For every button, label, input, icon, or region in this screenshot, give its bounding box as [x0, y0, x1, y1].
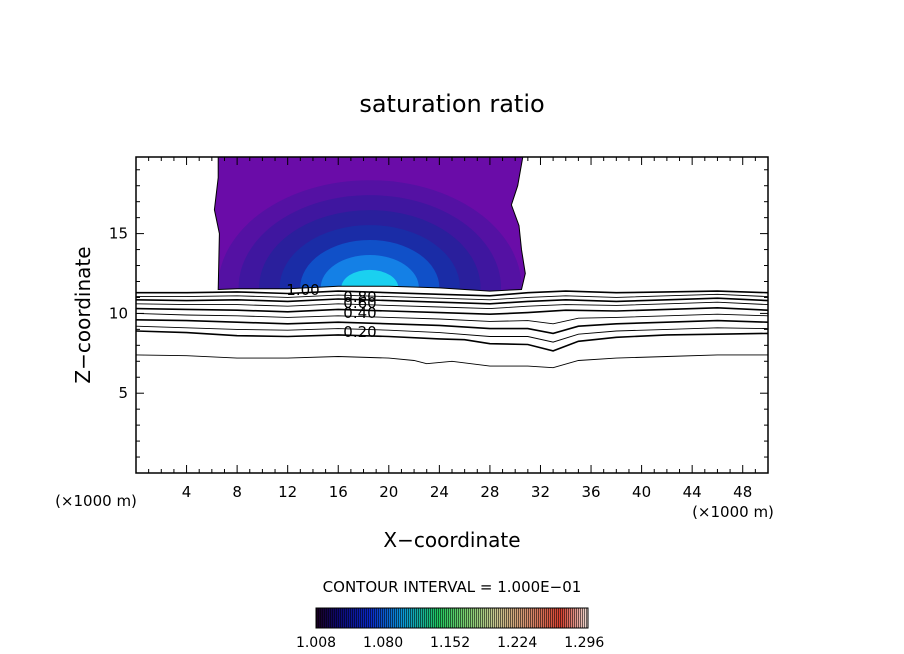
- contour-line-1: [136, 290, 768, 297]
- colorbar-tick-label: 1.152: [430, 635, 470, 651]
- colorbar-stripes: [316, 608, 588, 628]
- chart-title: saturation ratio: [359, 90, 544, 118]
- colorbar-tick-label: 1.080: [363, 635, 403, 651]
- saturated-region-outline: [213, 157, 526, 292]
- x-tick-label: 12: [278, 483, 297, 501]
- contour-line-0-8: [136, 297, 768, 305]
- contour-labels: 1.00 0.800.600.400.20: [286, 281, 376, 341]
- y-axis-ticks: 5 10 15: [109, 169, 768, 458]
- x-tick-label: 20: [379, 483, 398, 501]
- y-tick-label: 15: [109, 225, 128, 243]
- saturated-region: [213, 157, 526, 292]
- contour-line-0-9: [136, 293, 768, 301]
- contour-label: 0.20: [343, 323, 376, 341]
- contour-line-0-6: [136, 306, 768, 316]
- colorbar-frame: [315, 607, 589, 629]
- colorbar-tick-label: 1.296: [564, 635, 604, 651]
- x-tick-label: 40: [632, 483, 651, 501]
- contour-line-0-4: [136, 319, 768, 335]
- contour-line-0-5: [136, 312, 768, 325]
- colorbar-tick-label: 1.224: [497, 635, 537, 651]
- x-tick-label: 32: [531, 483, 550, 501]
- contour-line-0-3: [136, 325, 768, 343]
- y-axis-label: Z−coordinate: [71, 246, 95, 383]
- contour-label: 1.00: [286, 281, 319, 299]
- x-unit-label: (×1000 m): [55, 492, 137, 510]
- x-tick-label: 4: [182, 483, 192, 501]
- contour-label: 0.40: [343, 304, 376, 322]
- x-tick-label: 44: [683, 483, 702, 501]
- contour-line-0-2: [136, 330, 768, 352]
- contour-label: 0.60: [343, 294, 376, 312]
- contour-interval-label: CONTOUR INTERVAL = 1.000E−01: [323, 578, 582, 596]
- y-tick-label: 10: [109, 304, 128, 322]
- contour-label: 0.80: [343, 288, 376, 306]
- y-tick-label: 5: [118, 384, 128, 402]
- x-axis-label: X−coordinate: [383, 528, 520, 552]
- x-tick-label: 24: [430, 483, 449, 501]
- contour-line-0-7: [136, 301, 768, 310]
- contour-line-0-1: [136, 354, 768, 369]
- contour-lines: [136, 290, 768, 369]
- x-tick-label: 48: [733, 483, 752, 501]
- x-tick-label: 28: [480, 483, 499, 501]
- colorbar: [315, 607, 589, 629]
- colorbar-tick-label: 1.008: [296, 635, 336, 651]
- x-tick-label: 16: [329, 483, 348, 501]
- x-axis-ticks: 4 8 12 16 20 24 28 32 36 40 44 48: [148, 157, 756, 501]
- y-unit-label: (×1000 m): [692, 503, 774, 521]
- x-tick-label: 36: [581, 483, 600, 501]
- x-tick-label: 8: [232, 483, 242, 501]
- colorbar-labels: 1.008 1.080 1.152 1.224 1.296: [296, 635, 604, 651]
